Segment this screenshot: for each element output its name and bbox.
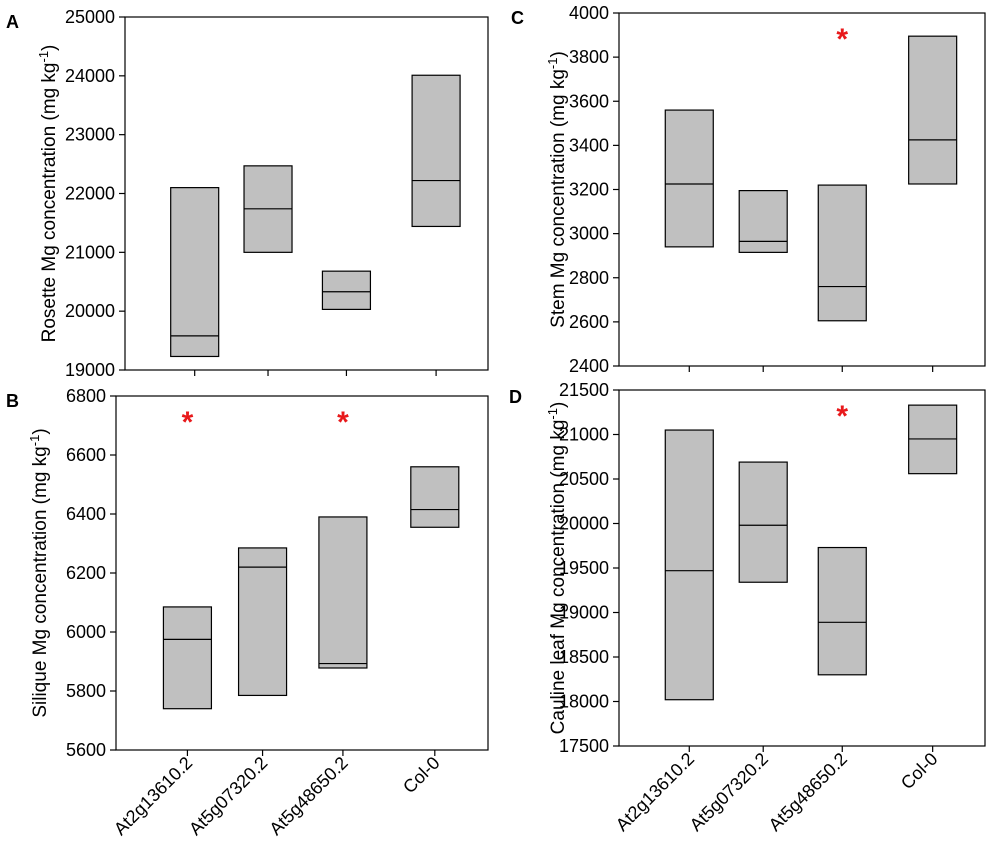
y-axis-label-close: ) [39, 45, 60, 51]
significance-asterisk: * [836, 23, 848, 56]
panel-C: C 2400 2600 2800 3000 3200 3400 3600 3800 4000 Ste… [511, 3, 986, 376]
y-axis-label-main: Silique Mg concentration (mg kg [30, 446, 51, 717]
y-axis-label-main: Rosette Mg concentration (mg kg [39, 63, 60, 343]
y-tick-label: 3400 [569, 135, 609, 155]
panel-A: A19000200002100022000230002400025000Rose… [6, 7, 489, 380]
significance-asterisk: * [836, 400, 848, 433]
box-3 [318, 516, 368, 669]
panel-letter: D [509, 387, 522, 407]
y-tick-label: 18000 [559, 692, 609, 712]
y-tick-label: 3200 [569, 180, 609, 200]
category-label: Col-0 [897, 749, 942, 794]
y-tick-label: 23000 [65, 125, 115, 145]
y-axis-label-sup: -1 [36, 51, 51, 63]
y-tick-label: 19500 [559, 558, 609, 578]
y-tick-label: 4000 [569, 3, 609, 23]
panel-letter: B [6, 391, 19, 411]
box-1 [162, 606, 213, 710]
y-tick-label: 25000 [65, 7, 115, 27]
y-tick-label: 2400 [569, 356, 609, 376]
box-3 [321, 270, 372, 311]
category-label: At5g07320.2 [185, 753, 271, 839]
panel-B: B 5600 5800 6000 6200 6400 6600 6800 At2g13610.2… [6, 386, 489, 839]
y-axis-label: Silique Mg concentration (mg kg-1) [27, 428, 51, 717]
y-tick-label: 21500 [559, 380, 609, 400]
y-tick-label: 20500 [559, 469, 609, 489]
y-tick-label: 6200 [66, 563, 106, 583]
y-tick-label: 20000 [65, 301, 115, 321]
y-axis-label: Cauline leaf Mg concentration (mg kg-1) [545, 402, 569, 735]
y-tick-label: 21000 [559, 425, 609, 445]
y-axis-label: Rosette Mg concentration (mg kg-1) [36, 45, 60, 343]
panel-letter: A [6, 12, 19, 32]
significance-asterisk: * [337, 406, 349, 439]
y-axis-label-close: ) [30, 428, 51, 434]
y-tick-label: 24000 [65, 66, 115, 86]
category-label: At2g13610.2 [110, 753, 196, 839]
box-4 [410, 466, 460, 528]
y-axis-label-main: Stem Mg concentration (mg kg [548, 69, 569, 328]
box-1 [664, 429, 714, 701]
box-2 [237, 547, 288, 697]
category-label: Col-0 [399, 753, 444, 798]
box-2 [738, 461, 788, 583]
panel-letter: C [511, 8, 524, 28]
y-axis-label-close: ) [548, 402, 569, 408]
y-tick-label: 17500 [559, 736, 609, 756]
category-label: At5g48650.2 [265, 753, 351, 839]
box-3 [817, 184, 867, 322]
box-4 [908, 35, 958, 185]
box-4 [411, 74, 461, 228]
y-tick-label: 19000 [559, 603, 609, 623]
y-tick-label: 6800 [66, 386, 106, 406]
panel-D: D 17500 18000 18500 19000 19500 20000 20500 2100… [509, 380, 986, 835]
box-1 [170, 187, 220, 358]
y-tick-label: 5800 [66, 681, 106, 701]
y-axis-label-main: Cauline leaf Mg concentration (mg kg [548, 420, 569, 735]
category-label: At5g48650.2 [765, 749, 851, 835]
y-axis-label-sup: -1 [27, 435, 42, 447]
category-label: At2g13610.2 [612, 749, 698, 835]
y-tick-label: 6400 [66, 504, 106, 524]
y-tick-label: 21000 [65, 242, 115, 262]
y-tick-label: 19000 [65, 360, 115, 380]
y-tick-label: 6000 [66, 622, 106, 642]
significance-asterisk: * [182, 406, 194, 439]
y-tick-label: 2800 [569, 268, 609, 288]
y-tick-label: 3000 [569, 224, 609, 244]
y-tick-label: 3600 [569, 91, 609, 111]
y-tick-label: 2600 [569, 312, 609, 332]
category-label: At5g07320.2 [686, 749, 772, 835]
y-axis-label: Stem Mg concentration (mg kg-1) [545, 51, 569, 328]
box-1 [664, 109, 714, 248]
y-tick-label: 5600 [66, 740, 106, 760]
y-tick-label: 6600 [66, 445, 106, 465]
y-axis-label-close: ) [548, 51, 569, 57]
y-tick-label: 18500 [559, 647, 609, 667]
y-tick-label: 22000 [65, 184, 115, 204]
box-3 [817, 546, 867, 676]
y-axis-label-sup: -1 [545, 408, 560, 420]
y-axis-label-sup: -1 [545, 58, 560, 70]
box-2 [738, 190, 788, 253]
y-tick-label: 3800 [569, 47, 609, 67]
y-tick-label: 20000 [559, 514, 609, 534]
